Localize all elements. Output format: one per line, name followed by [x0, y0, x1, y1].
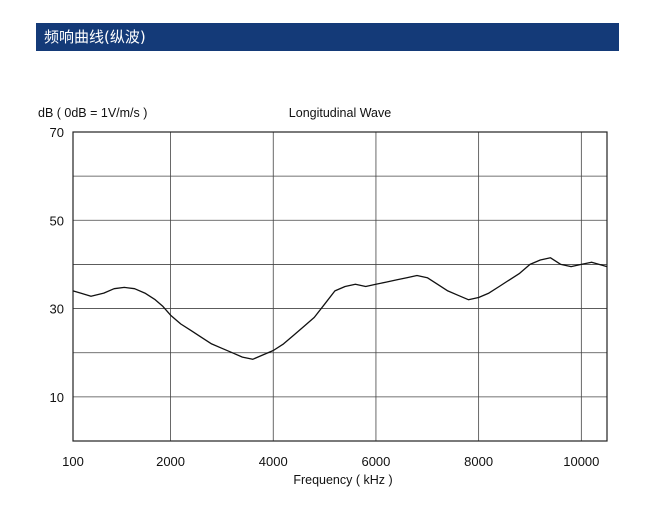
x-tick-label: 8000 [464, 454, 493, 469]
y-axis-label: dB ( 0dB = 1V/m/s ) [38, 106, 147, 120]
y-tick-label: 70 [50, 125, 64, 140]
y-tick-label: 10 [50, 390, 64, 405]
header-bar: 频响曲线(纵波) [36, 23, 619, 51]
x-tick-labels: 100 2000 4000 6000 8000 10000 [62, 454, 599, 469]
y-tick-label: 30 [50, 302, 64, 317]
x-tick-label: 10000 [563, 454, 599, 469]
x-tick-label: 2000 [156, 454, 185, 469]
series-line [72, 257, 608, 360]
x-tick-label: 4000 [259, 454, 288, 469]
y-tick-label: 50 [50, 213, 64, 228]
x-tick-label: 100 [62, 454, 84, 469]
plot-frame [72, 131, 608, 442]
chart-grid [73, 132, 607, 441]
page-title: 频响曲线(纵波) [44, 28, 146, 46]
chart-title: Longitudinal Wave [289, 106, 391, 120]
x-tick-label: 6000 [361, 454, 390, 469]
y-tick-labels: 70 50 30 10 [50, 125, 64, 405]
x-axis-label: Frequency ( kHz ) [293, 473, 392, 487]
